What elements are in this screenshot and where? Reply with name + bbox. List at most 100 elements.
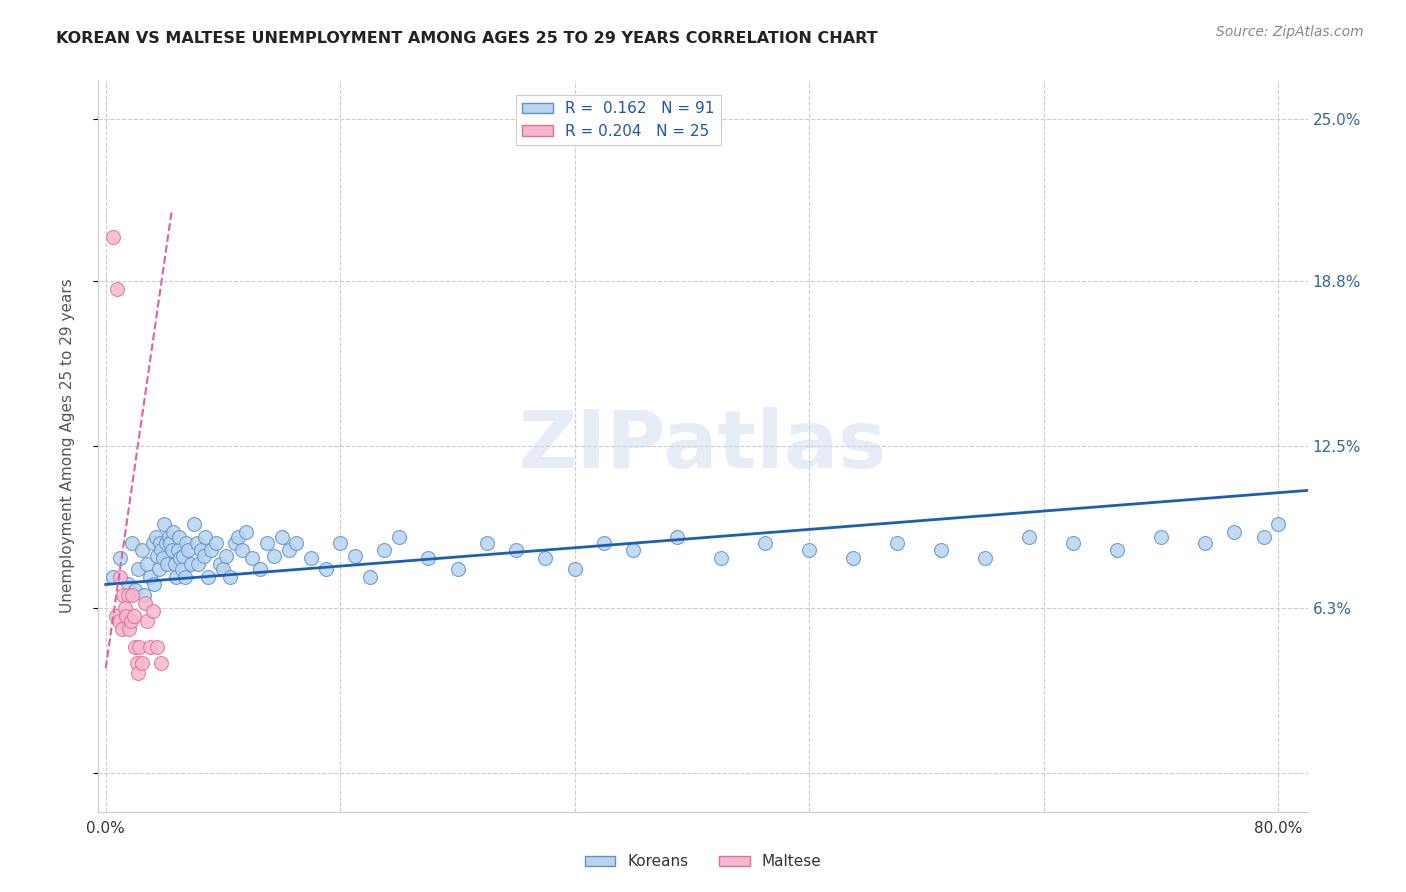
- Point: [110, 569, 132, 583]
- Point: [131, 543, 153, 558]
- Point: [388, 530, 411, 544]
- Point: [186, 535, 208, 549]
- Point: [212, 562, 235, 576]
- Point: [146, 549, 169, 563]
- Point: [373, 543, 395, 558]
- Point: [159, 535, 181, 549]
- Point: [929, 543, 952, 558]
- Point: [135, 557, 157, 571]
- Point: [1150, 530, 1173, 544]
- Point: [121, 588, 143, 602]
- Point: [564, 562, 586, 576]
- Point: [534, 551, 557, 566]
- Point: [359, 569, 381, 583]
- Point: [146, 640, 169, 655]
- Point: [160, 543, 183, 558]
- Point: [278, 543, 301, 558]
- Point: [270, 530, 292, 544]
- Point: [117, 588, 139, 602]
- Point: [115, 608, 138, 623]
- Point: [219, 569, 242, 583]
- Point: [118, 622, 141, 636]
- Point: [1105, 543, 1128, 558]
- Point: [122, 608, 145, 623]
- Point: [145, 530, 167, 544]
- Point: [155, 535, 177, 549]
- Point: [114, 601, 136, 615]
- Point: [666, 530, 689, 544]
- Point: [315, 562, 337, 576]
- Point: [299, 551, 322, 566]
- Text: KOREAN VS MALTESE UNEMPLOYMENT AMONG AGES 25 TO 29 YEARS CORRELATION CHART: KOREAN VS MALTESE UNEMPLOYMENT AMONG AGE…: [56, 31, 877, 46]
- Point: [183, 517, 205, 532]
- Point: [111, 622, 134, 636]
- Point: [127, 666, 149, 681]
- Point: [235, 525, 257, 540]
- Point: [138, 640, 160, 655]
- Point: [148, 562, 170, 576]
- Point: [142, 603, 165, 617]
- Point: [117, 577, 139, 591]
- Point: [174, 569, 197, 583]
- Point: [157, 530, 180, 544]
- Point: [285, 535, 308, 549]
- Point: [446, 562, 468, 576]
- Point: [135, 614, 157, 628]
- Point: [475, 535, 498, 549]
- Point: [204, 535, 226, 549]
- Point: [190, 543, 212, 558]
- Point: [124, 582, 146, 597]
- Point: [710, 551, 733, 566]
- Point: [162, 525, 184, 540]
- Point: [343, 549, 366, 563]
- Point: [193, 549, 215, 563]
- Point: [329, 535, 352, 549]
- Point: [799, 543, 821, 558]
- Point: [621, 543, 644, 558]
- Text: Source: ZipAtlas.com: Source: ZipAtlas.com: [1216, 25, 1364, 39]
- Point: [1267, 517, 1289, 532]
- Point: [169, 551, 191, 566]
- Point: [593, 535, 616, 549]
- Point: [156, 557, 179, 571]
- Point: [974, 551, 997, 566]
- Point: [505, 543, 527, 558]
- Point: [231, 543, 253, 558]
- Point: [101, 569, 124, 583]
- Point: [150, 543, 173, 558]
- Point: [131, 656, 153, 670]
- Point: [128, 640, 150, 655]
- Y-axis label: Unemployment Among Ages 25 to 29 years: Unemployment Among Ages 25 to 29 years: [60, 278, 75, 614]
- Point: [194, 530, 217, 544]
- Point: [107, 282, 129, 296]
- Point: [110, 551, 132, 566]
- Point: [209, 557, 232, 571]
- Point: [187, 557, 209, 571]
- Point: [127, 562, 149, 576]
- Point: [842, 551, 865, 566]
- Point: [152, 551, 174, 566]
- Text: ZIPatlas: ZIPatlas: [519, 407, 887, 485]
- Point: [418, 551, 440, 566]
- Point: [180, 557, 202, 571]
- Point: [200, 543, 222, 558]
- Point: [886, 535, 908, 549]
- Point: [124, 640, 146, 655]
- Point: [1253, 530, 1275, 544]
- Point: [256, 535, 278, 549]
- Point: [150, 656, 173, 670]
- Legend: R =  0.162   N = 91, R = 0.204   N = 25: R = 0.162 N = 91, R = 0.204 N = 25: [516, 95, 720, 145]
- Point: [224, 535, 246, 549]
- Point: [1194, 535, 1216, 549]
- Point: [153, 517, 176, 532]
- Legend: Koreans, Maltese: Koreans, Maltese: [578, 848, 828, 875]
- Point: [120, 614, 142, 628]
- Point: [263, 549, 285, 563]
- Point: [176, 535, 198, 549]
- Point: [121, 535, 143, 549]
- Point: [108, 614, 131, 628]
- Point: [177, 543, 200, 558]
- Point: [170, 562, 193, 576]
- Point: [163, 557, 186, 571]
- Point: [1018, 530, 1040, 544]
